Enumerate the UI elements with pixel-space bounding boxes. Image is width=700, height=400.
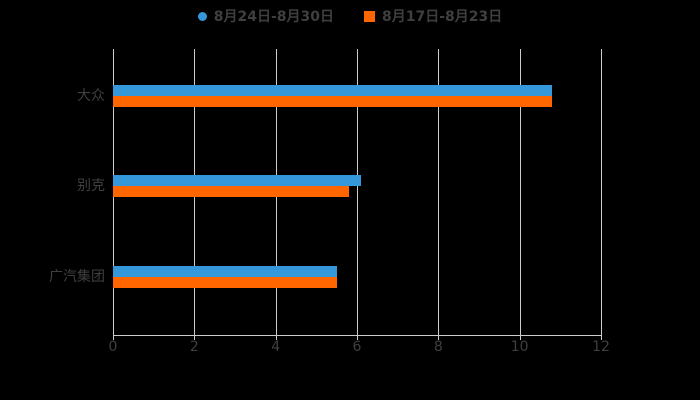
gridline-x-12: [601, 49, 602, 335]
bar-series-1-category-1: [113, 186, 349, 197]
bar-series-0-category-2: [113, 266, 337, 277]
x-axis-tick-10: [519, 335, 521, 340]
x-axis-tick-6: [357, 335, 358, 340]
category-label-0: 大众: [77, 88, 105, 104]
gridline-x-10: [519, 49, 521, 335]
legend-item-week-current[interactable]: 8月24日-8月30日: [197, 6, 334, 26]
legend-square-marker-icon: [364, 10, 375, 22]
legend-circle-marker-icon: [197, 11, 207, 21]
x-axis-tick-0: [113, 335, 114, 340]
bar-series-1-category-0: [113, 96, 552, 107]
category-label-2: 广汽集团: [49, 269, 105, 285]
x-tick-label-10: 10: [510, 339, 529, 355]
legend: 8月24日-8月30日 8月17日-8月23日: [0, 6, 700, 26]
x-axis-tick-12: [601, 335, 602, 340]
gridline-x-6: [357, 49, 358, 335]
x-axis-tick-2: [194, 335, 196, 340]
legend-label-week-current: 8月24日-8月30日: [213, 9, 334, 25]
x-tick-label-12: 12: [592, 339, 610, 355]
bar-series-1-category-2: [113, 277, 337, 288]
x-tick-label-0: 0: [108, 339, 118, 355]
x-axis-tick-4: [275, 335, 277, 340]
x-tick-label-8: 8: [433, 339, 443, 355]
x-tick-label-6: 6: [352, 339, 362, 355]
category-label-1: 别克: [77, 178, 105, 194]
bar-series-0-category-0: [113, 85, 552, 96]
bar-series-0-category-1: [113, 175, 361, 186]
x-tick-label-4: 4: [271, 339, 281, 355]
legend-label-week-previous: 8月17日-8月23日: [382, 9, 503, 25]
gridline-x-8: [438, 49, 440, 335]
x-axis-line: [113, 335, 602, 336]
legend-item-week-previous[interactable]: 8月17日-8月23日: [364, 6, 502, 26]
x-tick-label-2: 2: [189, 339, 199, 355]
x-axis-tick-8: [438, 335, 440, 340]
